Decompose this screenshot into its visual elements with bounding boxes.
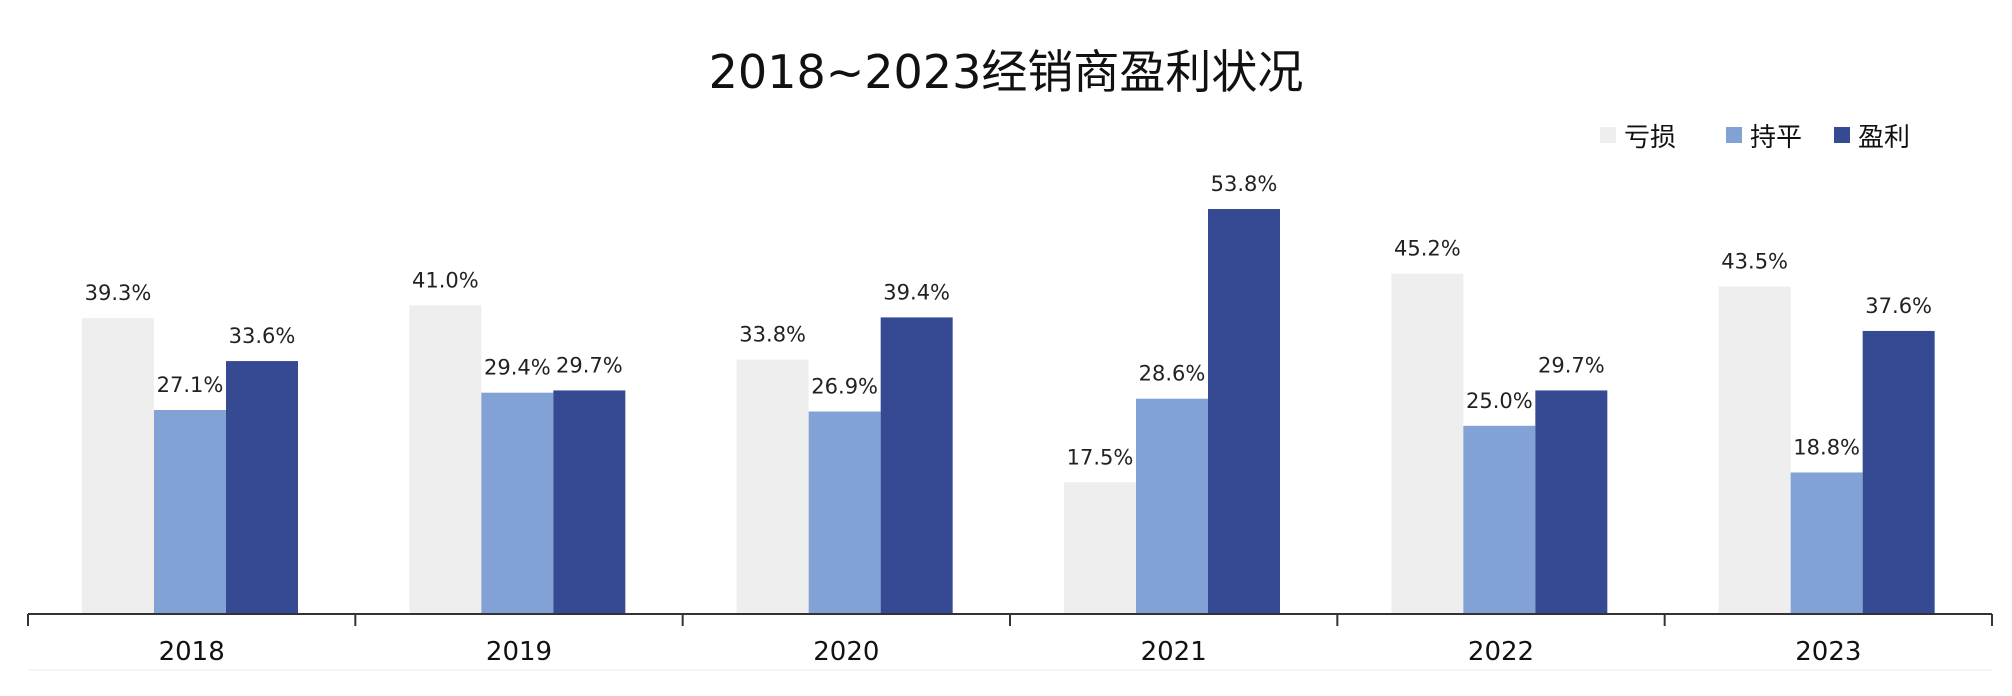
chart-title: 2018~2023经销商盈利状况 — [709, 45, 1304, 99]
bar-盈利-2019 — [553, 390, 626, 614]
data-label: 18.8% — [1793, 435, 1860, 459]
legend: 亏损 持平 盈利 — [1600, 123, 1910, 153]
x-tick-label: 2023 — [1795, 637, 1861, 667]
bar-亏损-2023 — [1718, 286, 1791, 614]
data-label: 25.0% — [1466, 389, 1533, 413]
bar-盈利-2018 — [226, 361, 298, 614]
data-label: 29.7% — [556, 353, 623, 377]
value-labels-group: 39.3%27.1%33.6%41.0%29.4% 29.7%33.8%26.9%… — [85, 172, 1932, 469]
data-label: 33.6% — [229, 324, 296, 348]
x-tick-label: 2020 — [813, 637, 879, 667]
data-label: 53.8% — [1211, 172, 1278, 196]
bar-盈利-2020 — [880, 317, 953, 614]
bar-亏损-2019 — [409, 305, 482, 614]
bar-亏损-2022 — [1391, 273, 1464, 614]
x-tick-label: 2021 — [1141, 637, 1207, 667]
bar-亏损-2018 — [82, 318, 154, 614]
bar-持平-2021 — [1136, 398, 1208, 614]
bars-group — [82, 209, 1935, 615]
legend-swatch — [1600, 127, 1616, 143]
legend-swatch — [1726, 127, 1742, 143]
data-label: 29.4% — [484, 356, 551, 380]
x-tick-label: 2018 — [159, 637, 225, 667]
bar-盈利-2022 — [1535, 390, 1608, 614]
data-label: 45.2% — [1394, 237, 1461, 261]
x-tick-labels: 2018 2019 2020 2021 2022 2023 — [159, 637, 1862, 667]
bar-持平-2020 — [808, 411, 881, 614]
data-label: 26.9% — [811, 375, 878, 399]
data-label: 39.3% — [85, 281, 152, 305]
legend-swatch — [1834, 127, 1850, 143]
data-label: 29.7% — [1538, 353, 1605, 377]
data-label: 17.5% — [1067, 445, 1134, 469]
legend-label: 持平 — [1750, 123, 1802, 153]
bar-亏损-2020 — [736, 359, 809, 614]
data-label: 27.1% — [157, 373, 224, 397]
legend-label: 盈利 — [1858, 123, 1910, 153]
data-label: 33.8% — [739, 323, 806, 347]
data-label: 39.4% — [883, 280, 950, 304]
bar-持平-2022 — [1463, 425, 1536, 614]
x-tick-label: 2022 — [1468, 637, 1534, 667]
data-label: 43.5% — [1721, 250, 1788, 274]
bar-持平-2019 — [481, 392, 554, 614]
data-label: 41.0% — [412, 268, 479, 292]
bar-盈利-2021 — [1208, 209, 1280, 615]
data-label: 28.6% — [1139, 362, 1206, 386]
bar-持平-2023 — [1790, 472, 1863, 614]
bar-盈利-2023 — [1862, 330, 1935, 614]
legend-label: 亏损 — [1624, 123, 1676, 153]
data-label: 37.6% — [1865, 294, 1932, 318]
x-tick-label: 2019 — [486, 637, 552, 667]
x-axis — [27, 613, 1993, 671]
bar-持平-2018 — [154, 409, 226, 614]
bar-亏损-2021 — [1064, 482, 1136, 614]
